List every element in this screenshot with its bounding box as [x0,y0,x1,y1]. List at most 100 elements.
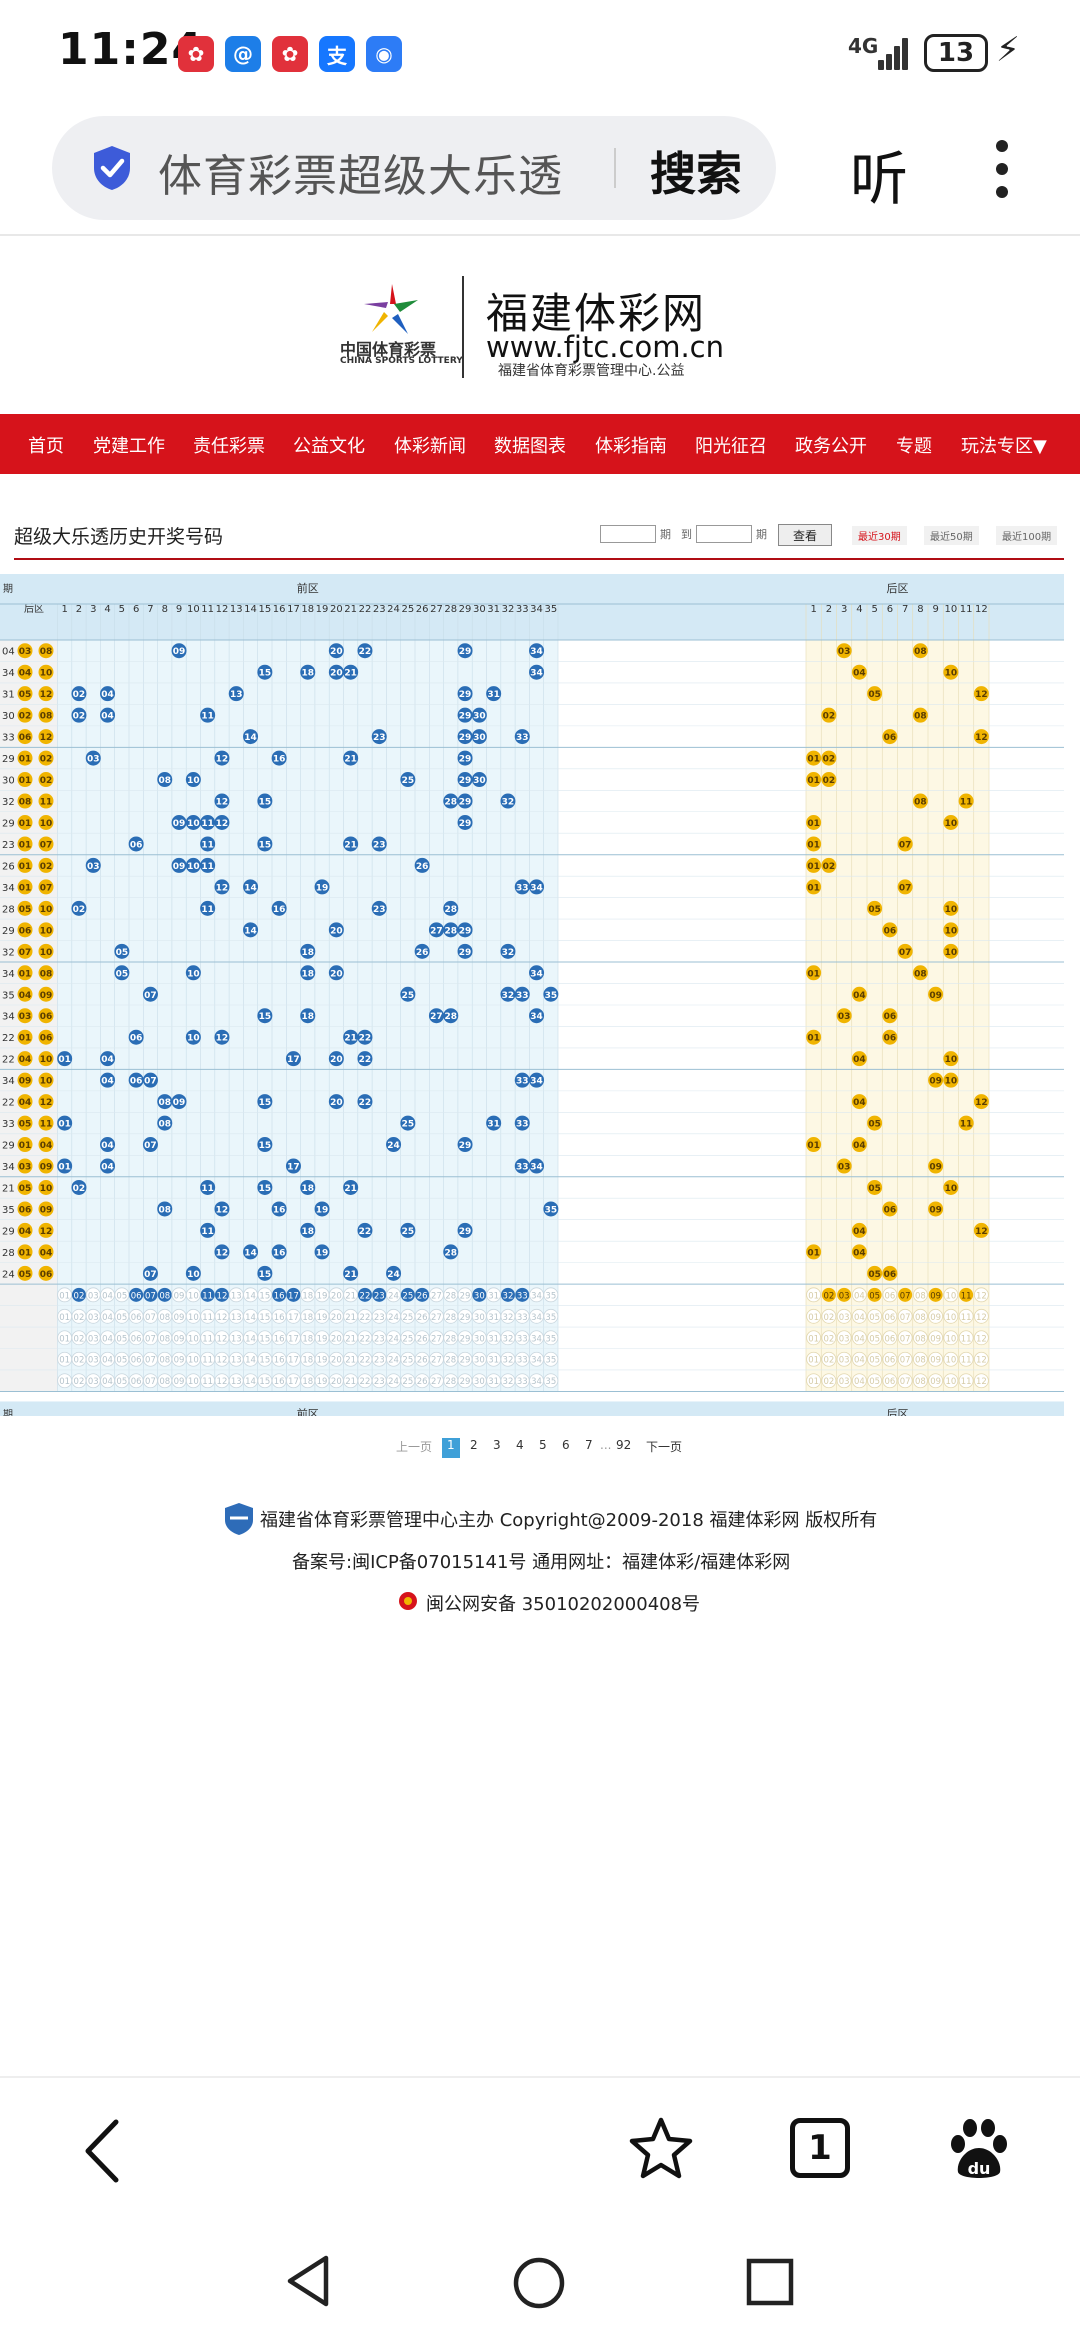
back-ball-label: 06 [884,1205,897,1215]
system-home-icon[interactable] [512,2256,566,2310]
nav-item[interactable]: 政务公开 [795,436,867,457]
front-ball [200,836,216,852]
front-ball-label: 02 [73,690,86,700]
front-ball-label: 02 [73,1184,86,1194]
left-col-value: 34 [2,969,15,980]
nav-item[interactable]: 阳光征召 [695,436,767,457]
select-back-ball-label: 09 [930,1377,941,1387]
header-front-num: 27 [430,604,443,615]
lottery-logo-icon[interactable] [362,282,422,336]
page-button-6[interactable]: 6 [562,1438,570,1452]
nav-item[interactable]: 党建工作 [93,436,165,457]
back-ball-label: 05 [868,905,881,915]
period-to-input[interactable] [696,525,752,543]
select-back-ball-label: 06 [884,1291,895,1301]
range-button-100[interactable]: 最近100期 [996,526,1058,545]
left-back-ball-label: 01 [19,969,32,979]
front-ball [457,793,473,809]
nav-item[interactable]: 公益文化 [293,436,365,457]
range-button-50[interactable]: 最近50期 [924,526,979,545]
back-ball [821,707,837,723]
select-back-ball [806,1351,822,1367]
select-front-ball [386,1287,401,1303]
nav-item[interactable]: 数据图表 [494,436,566,457]
more-menu-icon[interactable] [992,138,1012,200]
search-button[interactable]: 搜索 [650,147,742,201]
bookmark-star-icon[interactable] [628,2116,694,2180]
front-ball [529,1008,545,1024]
nav-item[interactable]: 首页 [28,436,64,457]
front-ball [328,1094,344,1110]
left-back-ball [17,1137,33,1153]
baidu-paw-icon[interactable]: du [944,2114,1014,2184]
select-front-ball-label: 22 [360,1291,371,1301]
system-back-icon[interactable] [284,2254,332,2308]
select-front-ball-label: 23 [374,1377,385,1387]
front-ball-label: 07 [144,1141,157,1151]
front-ball [500,943,516,959]
select-front-ball [400,1287,415,1302]
page-button-7[interactable]: 7 [585,1438,593,1452]
left-back-ball [17,664,33,680]
select-front-ball-label: 24 [388,1334,399,1344]
select-front-ball-label: 20 [331,1356,342,1366]
select-back-ball [943,1287,959,1303]
front-ball-label: 04 [101,1163,114,1173]
address-text[interactable]: 体育彩票超级大乐透 [158,151,563,202]
page-button-3[interactable]: 3 [493,1438,501,1452]
page-button-5[interactable]: 5 [539,1438,547,1452]
back-ball [851,1094,867,1110]
header-front-num: 32 [502,604,515,615]
back-ball [882,1201,898,1217]
select-back-ball [851,1351,867,1367]
back-arrow-icon[interactable] [80,2118,124,2184]
front-ball [357,1029,373,1045]
select-back-ball-label: 07 [900,1356,911,1366]
page-button-last[interactable]: 92 [616,1438,632,1452]
select-front-ball-label: 03 [88,1356,99,1366]
page-button-4[interactable]: 4 [516,1438,524,1452]
front-ball-label: 28 [444,1012,457,1022]
next-page-button[interactable]: 下一页 [646,1440,683,1454]
front-ball [128,1029,144,1045]
select-front-ball [486,1287,502,1303]
front-ball [214,879,230,895]
header-front-num: 17 [287,604,300,615]
select-front-ball-label: 16 [274,1291,285,1301]
back-ball [928,1158,944,1174]
tabs-button[interactable]: 1 [790,2118,850,2178]
nav-item[interactable]: 专题 [896,436,932,457]
range-button-30[interactable]: 最近30期 [852,526,907,545]
left-back-ball [38,1051,54,1067]
select-back-ball-label: 03 [839,1334,850,1344]
nav-item[interactable]: 玩法专区▼ [961,436,1047,457]
back-ball [867,900,883,916]
front-ball [285,1158,301,1174]
page-button-2[interactable]: 2 [470,1438,478,1452]
nav-item[interactable]: 体彩新闻 [394,436,466,457]
select-front-ball-label: 10 [188,1291,199,1301]
view-button[interactable]: 查看 [778,524,832,546]
period-from-input[interactable] [600,525,656,543]
select-front-ball-label: 31 [488,1291,499,1301]
front-ball-label: 34 [530,1163,543,1173]
left-back-ball [38,1029,54,1045]
select-front-ball-label: 17 [288,1313,299,1323]
back-ball-label: 06 [884,1270,897,1280]
front-ball-label: 34 [530,1012,543,1022]
select-front-ball-label: 17 [288,1377,299,1387]
header-front-num: 2 [76,604,82,615]
back-ball [958,1115,974,1131]
page-button-1[interactable]: 1 [442,1438,460,1458]
nav-item[interactable]: 责任彩票 [193,436,265,457]
nav-item[interactable]: 体彩指南 [595,436,667,457]
prev-page-button[interactable]: 上一页 [396,1440,433,1454]
listen-button[interactable]: 听 [850,145,909,213]
left-back-ball-label: 10 [40,1055,53,1065]
back-ball-label: 09 [929,1205,942,1215]
select-front-ball-label: 08 [159,1291,170,1301]
address-bar[interactable] [52,116,776,220]
system-recents-icon[interactable] [746,2258,794,2306]
left-col-value: 29 [2,926,15,937]
front-ball-label: 17 [287,1055,300,1065]
